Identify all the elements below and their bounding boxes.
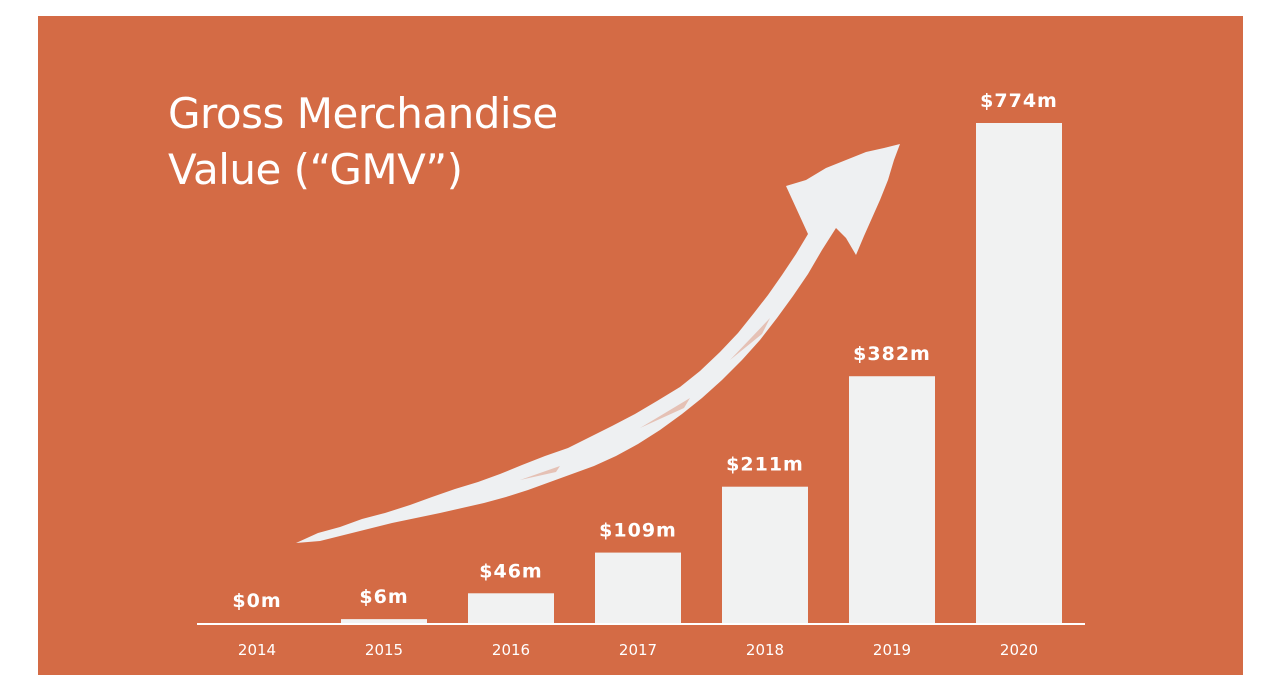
bar-2016 bbox=[468, 593, 554, 623]
x-tick-2016: 2016 bbox=[492, 641, 530, 659]
bar-2017 bbox=[595, 552, 681, 623]
data-label-2019: $382m bbox=[853, 343, 931, 365]
trend-arrow-icon bbox=[296, 144, 900, 543]
bar-2015 bbox=[341, 619, 427, 623]
bar-2019 bbox=[849, 376, 935, 623]
x-tick-2014: 2014 bbox=[238, 641, 276, 659]
data-label-2015: $6m bbox=[359, 586, 408, 608]
x-tick-2019: 2019 bbox=[873, 641, 911, 659]
chart-title: Gross Merchandise Value (“GMV”) bbox=[168, 86, 558, 198]
title-line-2: Value (“GMV”) bbox=[168, 145, 463, 194]
x-tick-2020: 2020 bbox=[1000, 641, 1038, 659]
x-tick-2018: 2018 bbox=[746, 641, 784, 659]
data-label-2014: $0m bbox=[232, 590, 281, 612]
title-line-1: Gross Merchandise bbox=[168, 89, 558, 138]
data-label-2018: $211m bbox=[726, 454, 804, 476]
data-label-2017: $109m bbox=[599, 520, 677, 542]
x-tick-2015: 2015 bbox=[365, 641, 403, 659]
bar-2018 bbox=[722, 486, 808, 623]
x-tick-2017: 2017 bbox=[619, 641, 657, 659]
data-label-2016: $46m bbox=[479, 560, 542, 582]
bar-2020 bbox=[976, 123, 1062, 623]
data-label-2020: $774m bbox=[980, 90, 1058, 112]
